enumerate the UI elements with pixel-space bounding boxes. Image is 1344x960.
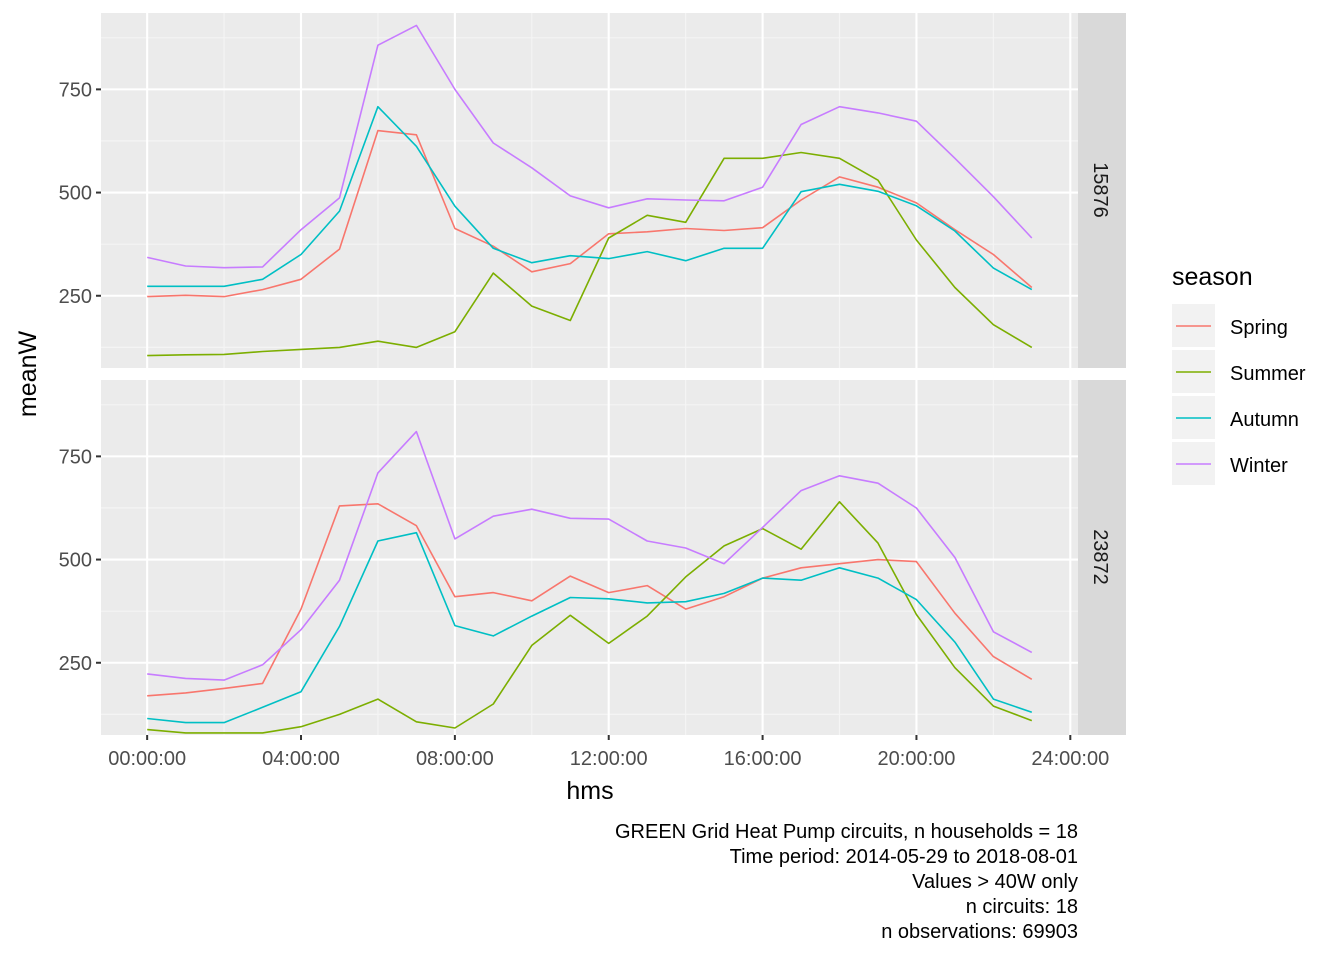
series-line-winter (147, 24, 1033, 269)
panel-top-background (101, 13, 1078, 368)
x-tick-label: 00:00:00 (108, 748, 186, 770)
panel-bottom-series (147, 430, 1033, 734)
panel-bottom-background (101, 380, 1078, 735)
y-axis-title: meanW (14, 331, 42, 418)
panel-top-series (147, 24, 1033, 357)
y-tick-label: 750 (59, 446, 92, 468)
panel-top-strip-label: 15876 (1089, 162, 1111, 218)
panel-bottom-strip (1078, 380, 1126, 735)
panel-top-strip (1078, 13, 1126, 368)
legend-label: Autumn (1230, 409, 1299, 431)
x-tick-label: 24:00:00 (1031, 748, 1109, 770)
x-axis-ticks: 00:00:00 04:00:00 08:00:00 12:00:00 16:00:00… (108, 735, 1109, 770)
series-line-spring (147, 502, 1033, 697)
panel-bottom-strip-label: 23872 (1089, 529, 1111, 585)
series-line-summer (147, 151, 1033, 357)
legend-item-autumn: Autumn (1172, 396, 1299, 439)
legend-item-summer: Summer (1172, 350, 1306, 393)
caption-line: GREEN Grid Heat Pump circuits, n househo… (615, 821, 1078, 843)
legend-label: Winter (1230, 455, 1288, 477)
panel-bottom: 23872 (101, 380, 1126, 735)
panel-top-gridlines (101, 13, 1078, 368)
x-tick-label: 20:00:00 (878, 748, 956, 770)
y-tick-label: 250 (59, 286, 92, 308)
series-line-summer (147, 500, 1033, 734)
caption-line: Time period: 2014-05-29 to 2018-08-01 (730, 846, 1078, 868)
legend-item-spring: Spring (1172, 304, 1288, 347)
series-line-winter (147, 430, 1033, 681)
x-axis-title: hms (566, 777, 613, 805)
legend-keys: Spring Summer Autumn Winter (1172, 304, 1306, 485)
legend: season Spring Summer Autumn Winter (1172, 263, 1306, 485)
x-tick-label: 04:00:00 (262, 748, 340, 770)
y-tick-label: 750 (59, 79, 92, 101)
legend-label: Summer (1230, 363, 1306, 385)
series-line-autumn (147, 531, 1033, 724)
caption-line: Values > 40W only (912, 871, 1078, 893)
caption-line: n observations: 69903 (881, 921, 1078, 943)
panel-top: 15876 (101, 13, 1126, 368)
x-tick-label: 08:00:00 (416, 748, 494, 770)
y-tick-label: 500 (59, 550, 92, 572)
y-axis-ticks: 250 500 750 250 500 750 (59, 79, 101, 675)
caption: GREEN Grid Heat Pump circuits, n househo… (615, 821, 1078, 943)
series-line-autumn (147, 105, 1033, 291)
x-tick-label: 12:00:00 (570, 748, 648, 770)
x-tick-label: 16:00:00 (724, 748, 802, 770)
y-tick-label: 500 (59, 183, 92, 205)
legend-item-winter: Winter (1172, 442, 1288, 485)
caption-line: n circuits: 18 (966, 896, 1078, 918)
legend-label: Spring (1230, 317, 1288, 339)
legend-title: season (1172, 263, 1253, 291)
y-tick-label: 250 (59, 653, 92, 675)
